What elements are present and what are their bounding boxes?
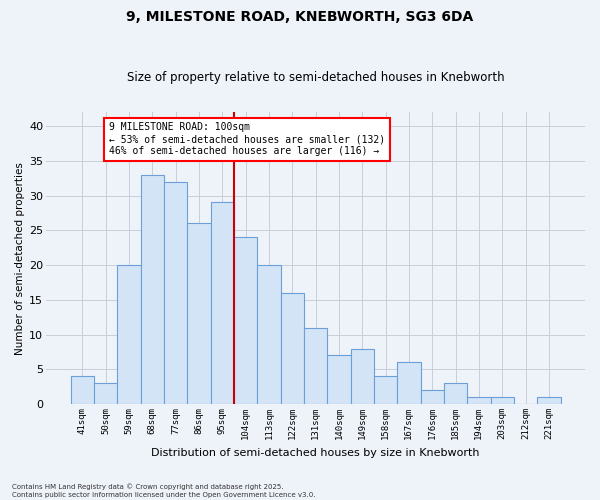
Bar [164, 182, 187, 404]
Bar [327, 356, 350, 404]
Title: Size of property relative to semi-detached houses in Knebworth: Size of property relative to semi-detach… [127, 72, 505, 85]
Bar [397, 362, 421, 404]
Bar [281, 293, 304, 404]
Bar [140, 174, 164, 404]
Bar [117, 265, 140, 404]
Text: 9, MILESTONE ROAD, KNEBWORTH, SG3 6DA: 9, MILESTONE ROAD, KNEBWORTH, SG3 6DA [127, 10, 473, 24]
Text: Contains HM Land Registry data © Crown copyright and database right 2025.
Contai: Contains HM Land Registry data © Crown c… [12, 484, 316, 498]
Bar [94, 384, 117, 404]
Bar [421, 390, 444, 404]
Bar [187, 224, 211, 404]
Bar [350, 348, 374, 404]
X-axis label: Distribution of semi-detached houses by size in Knebworth: Distribution of semi-detached houses by … [151, 448, 480, 458]
Bar [257, 265, 281, 404]
Y-axis label: Number of semi-detached properties: Number of semi-detached properties [15, 162, 25, 354]
Bar [304, 328, 327, 404]
Bar [374, 376, 397, 404]
Bar [211, 202, 234, 404]
Bar [234, 237, 257, 404]
Bar [537, 397, 560, 404]
Text: 9 MILESTONE ROAD: 100sqm
← 53% of semi-detached houses are smaller (132)
46% of : 9 MILESTONE ROAD: 100sqm ← 53% of semi-d… [109, 122, 385, 156]
Bar [444, 384, 467, 404]
Bar [491, 397, 514, 404]
Bar [467, 397, 491, 404]
Bar [71, 376, 94, 404]
